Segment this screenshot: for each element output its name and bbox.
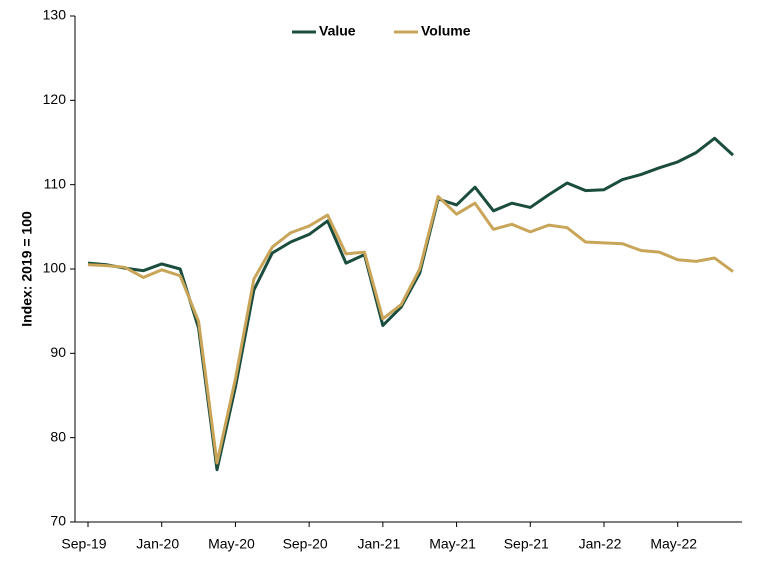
x-tick-label: Sep-21 <box>504 536 549 552</box>
y-tick-label: 80 <box>50 428 66 444</box>
line-1 <box>87 194 734 465</box>
y-tick-label: 120 <box>43 91 67 107</box>
x-tick-label: Jan-22 <box>579 536 622 552</box>
x-tick-label: Sep-19 <box>61 536 106 552</box>
x-tick-label: Jan-21 <box>357 536 400 552</box>
x-tick-label: Sep-20 <box>283 536 328 552</box>
x-tick-label: May-22 <box>650 536 697 552</box>
x-tick-label: May-21 <box>429 536 476 552</box>
legend-label: Value <box>319 23 356 39</box>
y-axis-label: Index: 2019 = 100 <box>19 211 35 327</box>
line-0 <box>87 136 735 472</box>
y-tick-label: 110 <box>44 175 67 191</box>
y-tick-label: 70 <box>50 513 66 529</box>
y-tick-label: 130 <box>43 7 67 23</box>
x-tick-label: May-20 <box>208 536 255 552</box>
x-tick-label: Jan-20 <box>136 536 179 552</box>
y-tick-label: 90 <box>50 344 66 360</box>
y-tick-label: 100 <box>43 260 67 276</box>
legend-label: Volume <box>421 23 471 39</box>
